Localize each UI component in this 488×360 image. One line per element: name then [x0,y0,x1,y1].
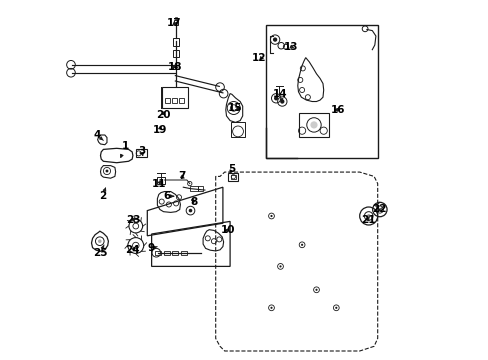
Bar [230,175,235,179]
Bar [136,149,146,157]
Circle shape [188,209,192,212]
Bar [230,122,244,137]
Text: 6: 6 [163,191,173,201]
Circle shape [270,307,272,309]
Text: 5: 5 [228,164,235,174]
Circle shape [279,265,281,267]
Text: 7: 7 [178,171,185,181]
Bar [173,38,179,46]
Circle shape [98,239,102,243]
Text: 11: 11 [151,179,166,189]
Text: 1: 1 [121,141,129,157]
Circle shape [310,121,317,129]
Bar [164,251,170,255]
Bar [173,65,179,69]
Text: 8: 8 [190,197,197,207]
Bar [265,25,377,158]
Circle shape [366,214,370,218]
Bar [298,113,328,137]
Text: 15: 15 [228,103,242,113]
Text: 12: 12 [251,53,265,63]
Bar [164,98,169,103]
Bar [171,98,177,103]
Circle shape [280,99,284,104]
Circle shape [272,37,277,42]
Text: 2: 2 [99,188,106,201]
Circle shape [270,215,272,217]
Text: 22: 22 [372,204,386,214]
Circle shape [301,244,303,246]
Bar [173,50,179,57]
Text: 10: 10 [221,225,235,235]
Text: 20: 20 [156,110,170,120]
Bar [190,186,197,191]
Bar [228,173,238,181]
Text: 16: 16 [330,105,345,115]
Bar [174,20,178,25]
Text: 21: 21 [360,215,374,225]
Text: 13: 13 [284,42,298,52]
Bar [179,98,183,103]
Circle shape [335,307,337,309]
Bar [155,251,161,255]
Bar [172,251,178,255]
Text: 25: 25 [93,245,107,258]
Text: 24: 24 [125,245,140,255]
Text: 18: 18 [168,62,182,72]
Text: 23: 23 [126,215,141,225]
Circle shape [273,96,278,100]
Text: 14: 14 [273,89,287,102]
Bar [197,186,203,191]
Circle shape [315,289,317,291]
Text: 4: 4 [93,130,103,140]
Bar [157,177,164,184]
Text: 9: 9 [147,243,157,253]
Text: 19: 19 [152,125,167,135]
Bar [181,251,186,255]
Text: 3: 3 [138,146,145,156]
Circle shape [105,170,108,172]
Bar [162,87,187,108]
Text: 17: 17 [166,18,181,28]
